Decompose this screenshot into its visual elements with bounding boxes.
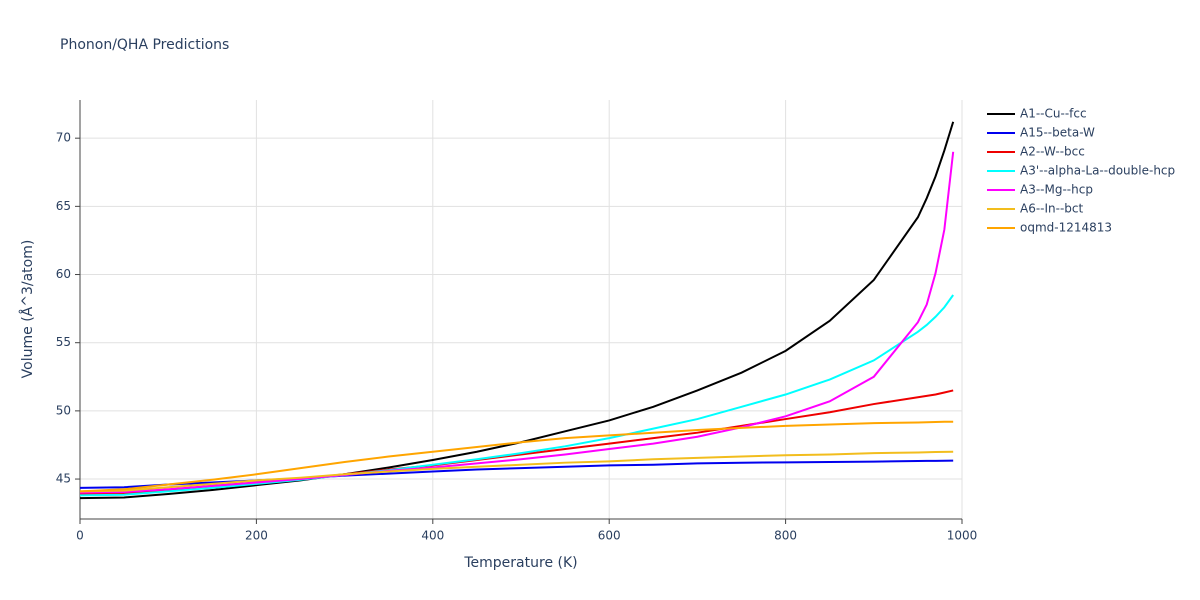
x-tick-label: 200 xyxy=(245,529,268,543)
series-line xyxy=(79,151,955,494)
y-tick-label: 70 xyxy=(56,131,71,145)
x-axis-title: Temperature (K) xyxy=(463,555,577,571)
x-tick-label: 1000 xyxy=(947,529,978,543)
legend-label: A2--W--bcc xyxy=(1020,145,1085,159)
x-tick-label: 0 xyxy=(76,529,84,543)
series-line xyxy=(79,450,954,493)
series-line xyxy=(79,420,954,493)
y-tick-label: 50 xyxy=(56,403,71,417)
x-tick-label: 600 xyxy=(598,529,621,543)
y-tick-label: 60 xyxy=(56,267,71,281)
chart-title: Phonon/QHA Predictions xyxy=(60,37,229,53)
legend-label: A6--In--bct xyxy=(1020,202,1084,216)
legend-label: oqmd-1214813 xyxy=(1020,221,1112,235)
x-tick-label: 400 xyxy=(421,529,444,543)
y-tick-label: 45 xyxy=(56,472,71,486)
x-tick-label: 800 xyxy=(774,529,797,543)
y-axis-title: Volume (Å^3/atom) xyxy=(19,240,36,379)
y-tick-label: 55 xyxy=(56,335,71,349)
legend-label: A15--beta-W xyxy=(1020,126,1095,140)
series-line xyxy=(79,121,955,500)
series-line xyxy=(79,294,954,497)
legend-label: A1--Cu--fcc xyxy=(1020,107,1087,121)
y-tick-label: 65 xyxy=(56,199,71,213)
legend-label: A3'--alpha-La--double-hcp xyxy=(1020,164,1175,178)
legend-label: A3--Mg--hcp xyxy=(1020,183,1093,197)
